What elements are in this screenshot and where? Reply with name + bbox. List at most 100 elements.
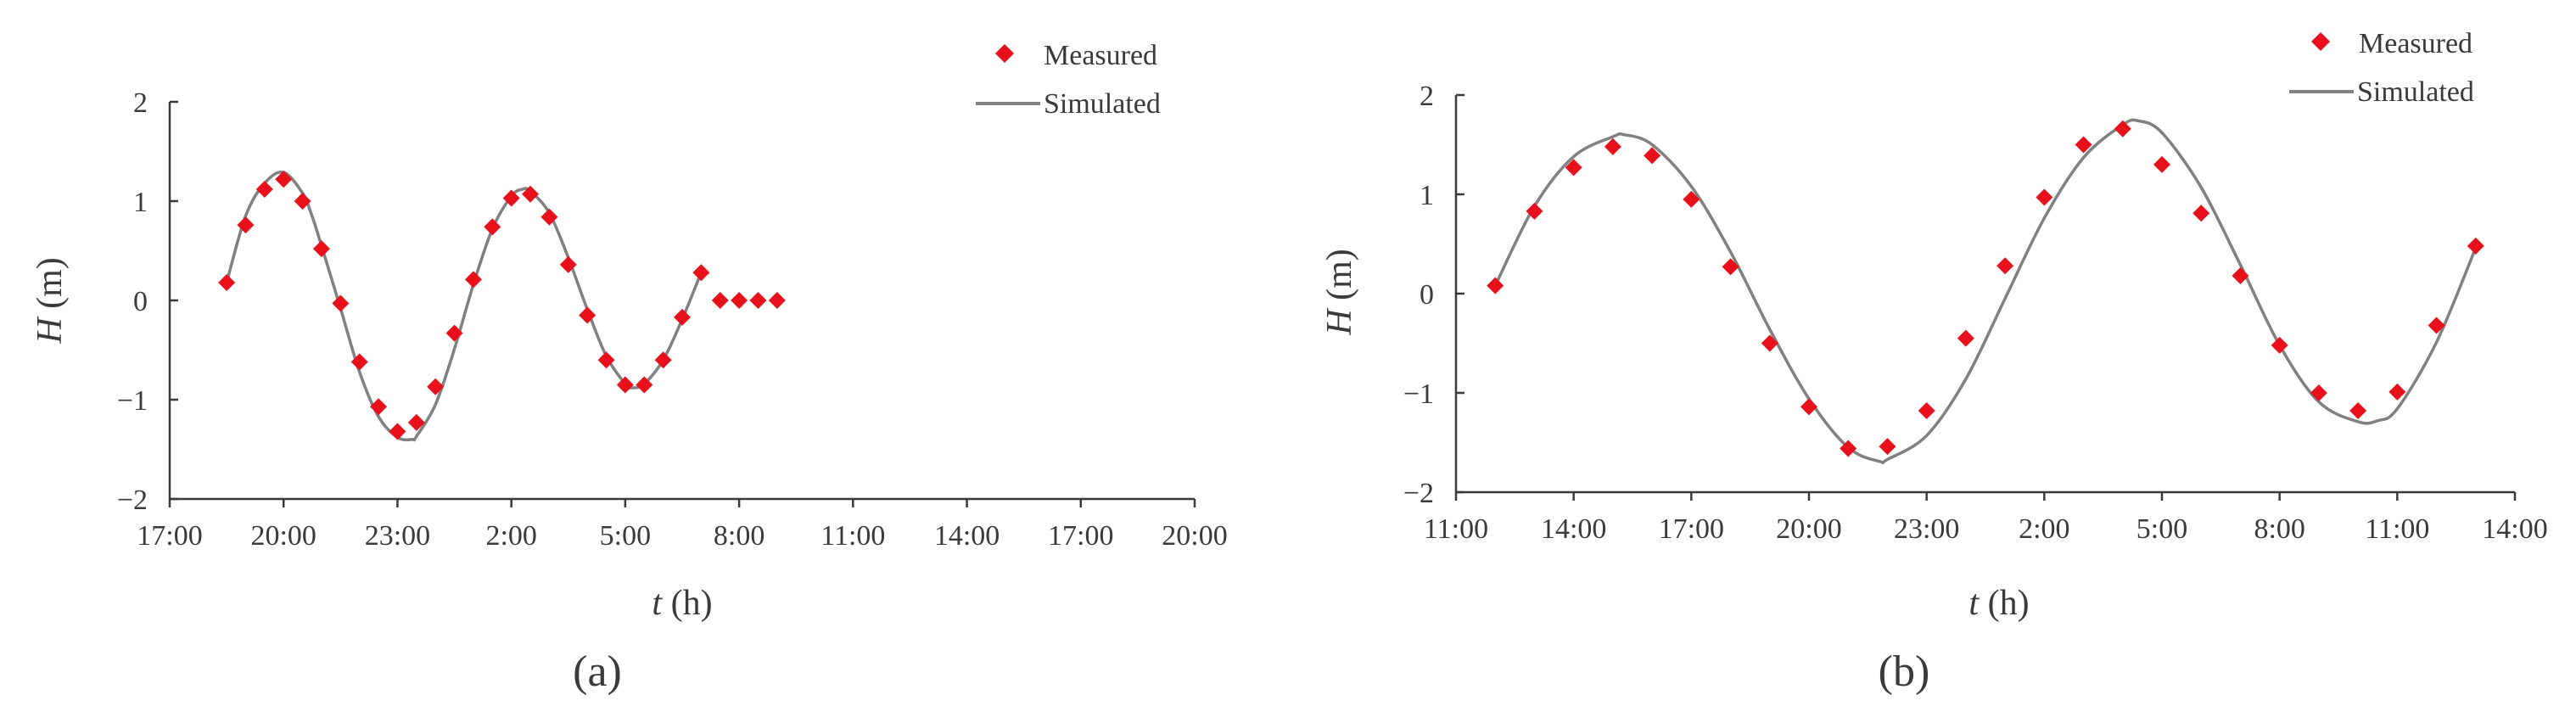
measured-point [1722,258,1739,276]
y-tick-label: 0 [133,286,148,317]
measured-series [1487,120,2484,457]
measured-point [2036,188,2053,206]
measured-point [350,353,368,371]
measured-point [711,292,729,309]
measured-point [2153,155,2170,173]
x-tick-label: 5:00 [600,520,651,552]
measured-point [1644,147,1661,165]
measured-point [1761,334,1778,352]
legend-simulated-label: Simulated [2357,76,2474,108]
measured-point [692,264,710,282]
measured-point [2192,205,2210,222]
measured-point [616,376,634,394]
measured-point [1800,398,1817,416]
panel-label: (b) [1879,647,1930,696]
y-tick-label: 0 [1420,279,1434,311]
x-tick-label: 2:00 [485,520,536,552]
measured-point [1683,190,1700,208]
measured-point [674,308,691,326]
measured-point [2310,384,2327,401]
simulated-line [225,170,703,442]
x-ticks: 17:00 20:00 23:00 2:00 5:00 8:00 11:00 14:00 17:… [137,499,1228,552]
y-tick-label: 1 [133,187,148,218]
panel-label: (a) [573,647,622,696]
chart-panel-b: 2 1 0 −1 −2 11:00 14:00 17:00 20:00 23:00 2:00 5:0… [1320,28,2548,696]
x-tick-label: 11:00 [820,520,885,552]
measured-point [445,324,463,342]
x-tick-label: 20:00 [1162,520,1227,552]
simulated-series [1493,118,2478,465]
measured-point [2428,317,2445,334]
y-tick-label: 2 [133,87,148,119]
measured-point [2114,120,2131,137]
measured-point [2467,237,2484,255]
x-tick-label: 8:00 [2254,513,2304,545]
x-ticks: 11:00 14:00 17:00 20:00 23:00 2:00 5:00 8:00 11:… [1424,492,2548,545]
measured-point [559,255,577,273]
legend-measured-marker [995,44,1014,63]
measured-point [2349,402,2367,420]
x-tick-label: 17:00 [1048,520,1113,552]
measured-point [540,208,558,226]
measured-point [1957,329,1974,347]
x-tick-label: 2:00 [2019,513,2069,545]
measured-point [579,306,596,324]
x-axis-title: t (h) [652,584,712,623]
x-tick-label: 14:00 [1541,513,1606,545]
x-tick-label: 23:00 [1894,513,1959,545]
legend-measured-label: Measured [1044,40,1157,71]
x-tick-label: 14:00 [2482,513,2547,545]
measured-point [389,423,406,440]
y-tick-label: −1 [117,385,148,417]
measured-point [275,171,293,188]
measured-point [427,378,445,395]
measured-point [464,271,482,289]
measured-point [1604,137,1621,155]
measured-point [654,351,672,369]
x-tick-label: 11:00 [2365,513,2429,545]
measured-point [1840,440,1857,457]
measured-point [522,185,540,203]
measured-point [731,292,748,309]
measured-point [484,218,501,236]
measured-series [218,171,786,440]
x-axis-title: t (h) [1968,584,2029,623]
x-tick-label: 23:00 [365,520,430,552]
x-tick-label: 14:00 [934,520,1000,552]
x-tick-label: 20:00 [250,520,316,552]
x-tick-label: 17:00 [1659,513,1724,545]
measured-point [1879,438,1896,456]
measured-point [2232,266,2249,284]
measured-point [332,294,350,312]
measured-point [2271,336,2288,354]
measured-point [768,292,786,309]
measured-point [1918,402,1935,420]
measured-point [255,180,273,198]
measured-point [1487,277,1504,294]
measured-point [1565,159,1582,177]
measured-point [370,398,388,416]
y-axis-title: H (m) [31,257,70,345]
measured-point [597,351,615,369]
y-ticks: 2 1 0 −1 −2 [117,87,178,516]
measured-point [2388,383,2406,401]
y-axis-title: H (m) [1320,249,1359,336]
chart-panel-a: 2 1 0 −1 −2 17:00 20:00 23:00 2:00 5:00 8:00 11:00… [31,40,1228,696]
y-tick-label: −2 [1403,478,1434,509]
y-ticks: 2 1 0 −1 −2 [1403,81,1464,509]
legend-measured-label: Measured [2359,28,2472,59]
measured-point [749,292,767,309]
y-tick-label: −2 [117,485,148,516]
x-tick-label: 8:00 [714,520,764,552]
measured-point [1526,202,1543,220]
legend: Measured Simulated [976,40,1161,120]
y-tick-label: −1 [1403,378,1434,410]
legend-simulated-label: Simulated [1044,88,1161,120]
x-tick-label: 20:00 [1776,513,1841,545]
measured-point [502,189,520,207]
measured-point [2075,136,2092,154]
legend-measured-marker [2311,32,2330,51]
measured-point [1996,257,2014,275]
legend: Measured Simulated [2289,28,2474,108]
